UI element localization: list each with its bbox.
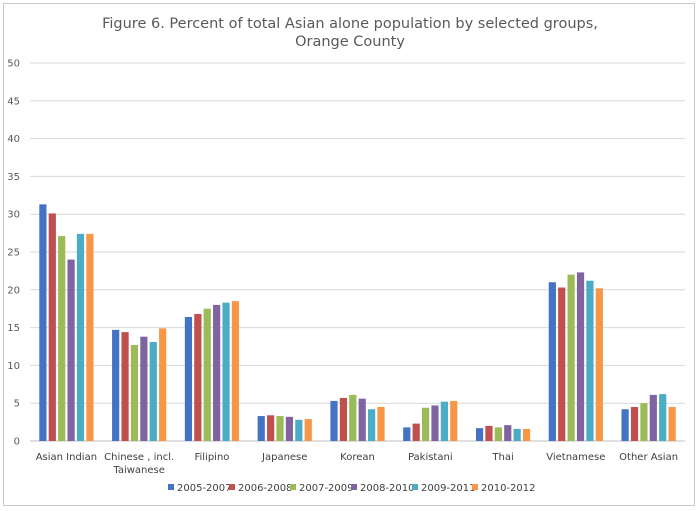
bar-2006-2008-2 [194, 313, 202, 441]
x-category-label: Other Asian [619, 452, 678, 463]
y-tick-label: 40 [7, 134, 20, 145]
bar-2006-2008-7 [558, 287, 566, 441]
x-category-label: Asian Indian [36, 452, 97, 463]
y-tick-label: 45 [7, 96, 20, 107]
bar-2006-2008-8 [630, 406, 639, 441]
bar-2010-2012-3 [304, 419, 312, 441]
legend-swatch-2009-2011 [412, 484, 418, 490]
bar-2009-2011-3 [295, 419, 303, 441]
x-category-label: Pakistani [408, 452, 453, 463]
bar-2009-2011-4 [368, 409, 376, 441]
chart-title-line-1: Figure 6. Percent of total Asian alone p… [102, 16, 598, 32]
bar-2005-2007-4 [330, 400, 338, 441]
bar-2005-2007-6 [475, 428, 484, 441]
bar-2009-2011-0 [76, 233, 85, 441]
bar-2009-2011-5 [440, 401, 448, 441]
legend-label: 2008-2010 [360, 483, 415, 494]
bar-2008-2010-7 [576, 272, 585, 441]
bar-2007-2009-1 [130, 344, 139, 441]
bar-2009-2011-6 [513, 428, 521, 441]
bar-2005-2007-1 [112, 329, 120, 441]
bar-2007-2009-8 [640, 403, 648, 441]
bar-2009-2011-2 [222, 302, 230, 441]
y-tick-label: 35 [7, 172, 20, 183]
bar-2006-2008-5 [412, 423, 420, 441]
bar-2006-2008-0 [48, 213, 56, 441]
bar-2010-2012-6 [522, 428, 531, 441]
bar-2007-2009-4 [349, 394, 357, 441]
bar-2005-2007-0 [39, 204, 47, 441]
bar-2010-2012-1 [159, 328, 167, 441]
legend-swatch-2007-2009 [290, 484, 296, 490]
y-tick-label: 20 [7, 285, 20, 296]
bar-2005-2007-8 [621, 409, 629, 441]
bar-2010-2012-8 [668, 406, 676, 441]
legend-swatch-2006-2008 [229, 484, 235, 490]
bar-2009-2011-7 [586, 280, 594, 441]
y-tick-label: 50 [7, 59, 20, 70]
bar-2010-2012-2 [231, 301, 240, 441]
bar-2007-2009-2 [203, 308, 211, 441]
bar-2007-2009-5 [421, 407, 430, 441]
legend-label: 2007-2009 [299, 483, 354, 494]
bar-2010-2012-0 [86, 233, 94, 441]
bar-2006-2008-6 [485, 425, 493, 441]
x-category-label: Vietnamese [546, 452, 605, 463]
bar-2008-2010-2 [213, 304, 221, 441]
bar-2008-2010-0 [67, 259, 75, 441]
bar-2006-2008-3 [267, 415, 275, 441]
bar-2005-2007-7 [548, 282, 556, 441]
x-category-label: Thai [491, 452, 513, 463]
bar-2007-2009-7 [567, 274, 575, 441]
x-category-label: Taiwanese [112, 465, 165, 476]
y-tick-label: 10 [7, 361, 20, 372]
legend-swatch-2008-2010 [351, 484, 357, 490]
y-tick-label: 5 [14, 399, 20, 410]
bar-2008-2010-1 [140, 336, 148, 441]
y-tick-label: 15 [7, 323, 20, 334]
legend-label: 2005-2007 [177, 483, 232, 494]
bar-2007-2009-6 [494, 427, 502, 441]
legend-label: 2006-2008 [238, 483, 293, 494]
bar-2008-2010-4 [358, 398, 366, 441]
bar-2008-2010-3 [285, 416, 294, 441]
y-tick-label: 30 [7, 210, 20, 221]
bar-2005-2007-3 [257, 416, 265, 441]
bar-2007-2009-3 [276, 416, 284, 441]
y-tick-label: 25 [7, 248, 20, 259]
x-category-label: Japanese [261, 452, 307, 463]
bar-2005-2007-2 [184, 317, 193, 441]
bar-2008-2010-8 [649, 394, 657, 441]
x-category-label: Filipino [194, 452, 229, 463]
bar-2010-2012-5 [450, 400, 458, 441]
bar-2009-2011-8 [659, 394, 667, 441]
x-category-label: Chinese , incl. [104, 452, 174, 463]
bar-2006-2008-4 [339, 397, 347, 441]
bar-2006-2008-1 [121, 332, 129, 441]
bar-2008-2010-5 [431, 405, 439, 441]
legend-swatch-2010-2012 [472, 484, 478, 490]
legend-label: 2009-2011 [421, 483, 476, 494]
bar-2005-2007-5 [403, 427, 411, 441]
x-category-label: Korean [340, 452, 375, 463]
bar-2010-2012-7 [595, 288, 603, 441]
legend-label: 2010-2012 [481, 483, 536, 494]
bar-2007-2009-0 [58, 236, 66, 441]
chart-title-line-2: Orange County [295, 34, 405, 50]
y-tick-label: 0 [14, 437, 20, 448]
legend-swatch-2005-2007 [168, 484, 174, 490]
bar-2009-2011-1 [149, 341, 157, 441]
bar-2008-2010-6 [504, 425, 512, 441]
bar-2010-2012-4 [377, 406, 385, 441]
